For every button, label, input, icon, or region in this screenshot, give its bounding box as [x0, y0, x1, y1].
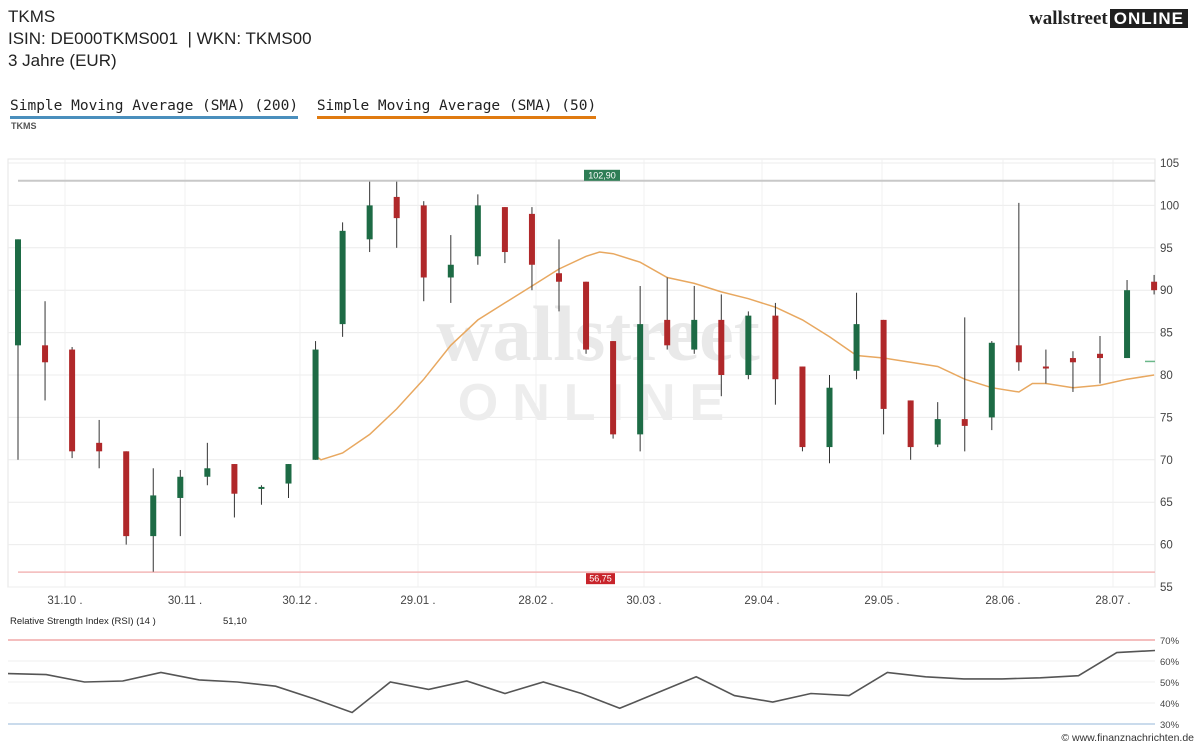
- price-y-tick: 75: [1160, 412, 1173, 424]
- period-label: 3 Jahre (EUR): [8, 51, 117, 70]
- candle-body: [96, 442, 103, 452]
- indicator-legend: Simple Moving Average (SMA) (200) Simple…: [10, 98, 606, 119]
- candle-body: [880, 319, 887, 409]
- x-tick-label: 30.11 .: [168, 595, 202, 607]
- candle-body: [150, 495, 157, 537]
- series-label: TKMS: [11, 121, 37, 131]
- candle-body: [1124, 290, 1131, 359]
- rsi-y-tick: 70%: [1160, 636, 1180, 647]
- candle-body: [934, 419, 941, 445]
- candle-body: [1015, 345, 1022, 363]
- candle-body: [745, 315, 752, 375]
- x-tick-label: 28.06 .: [985, 595, 1020, 607]
- title-block: TKMS ISIN: DE000TKMS001 | WKN: TKMS00 3 …: [8, 6, 312, 72]
- candle-body: [1042, 366, 1049, 369]
- candle-body: [366, 205, 373, 240]
- x-tick-label: 28.02 .: [518, 595, 553, 607]
- price-y-tick: 105: [1160, 158, 1179, 170]
- high-badge-label: 102,90: [588, 170, 616, 180]
- legend-sma200[interactable]: Simple Moving Average (SMA) (200): [10, 98, 299, 119]
- candle-body: [123, 451, 130, 537]
- candle-body: [772, 315, 779, 380]
- candle-body: [258, 486, 265, 489]
- candle-body: [528, 213, 535, 265]
- candle-body: [339, 230, 346, 325]
- candle-body: [664, 319, 671, 346]
- candle-body: [718, 319, 725, 375]
- price-y-tick: 55: [1160, 582, 1173, 594]
- rsi-line: [7, 649, 1156, 714]
- candle-body: [420, 205, 427, 278]
- candle-body: [312, 349, 319, 460]
- candle-body: [69, 349, 76, 452]
- high-badge: [584, 169, 620, 181]
- candle-body: [42, 345, 49, 363]
- candle-body: [447, 264, 454, 278]
- candle-body: [907, 400, 914, 448]
- candle-body: [204, 468, 211, 477]
- price-y-tick: 95: [1160, 243, 1173, 255]
- brand-logo: wallstreet ONLINE: [1029, 8, 1188, 30]
- sma50-line: [315, 251, 1155, 461]
- rsi-last-value: 51,10: [223, 616, 247, 627]
- candle-body: [961, 419, 968, 426]
- candle-body: [556, 273, 562, 282]
- watermark-wallstreet: wallstreet: [436, 290, 759, 377]
- price-y-tick: 65: [1160, 497, 1173, 509]
- isin-wkn: ISIN: DE000TKMS001 | WKN: TKMS00: [8, 29, 312, 48]
- candle-body: [853, 324, 860, 371]
- watermark-online: ONLINE: [458, 374, 738, 432]
- x-tick-label: 29.04 .: [744, 595, 779, 607]
- low-badge-label: 56,75: [589, 574, 612, 584]
- rsi-y-tick: 40%: [1160, 699, 1180, 710]
- candle-body: [988, 342, 995, 418]
- brand-logo-right: ONLINE: [1109, 9, 1188, 28]
- x-tick-label: 29.01 .: [400, 595, 435, 607]
- rsi-title: Relative Strength Index (RSI) (14 ): [10, 616, 156, 627]
- candle-body: [393, 196, 400, 219]
- candle-body: [637, 324, 644, 435]
- price-y-tick: 70: [1160, 455, 1173, 467]
- price-y-tick: 80: [1160, 370, 1173, 382]
- candle-body: [501, 207, 508, 253]
- candle-body: [231, 464, 238, 494]
- candle-body: [610, 341, 617, 435]
- x-tick-label: 31.10 .: [47, 595, 82, 607]
- rsi-y-tick: 50%: [1160, 678, 1180, 689]
- price-y-tick: 60: [1160, 540, 1173, 552]
- price-y-tick: 85: [1160, 328, 1173, 340]
- price-y-tick: 90: [1160, 285, 1173, 297]
- rsi-y-tick: 30%: [1160, 720, 1180, 731]
- x-tick-label: 30.12 .: [282, 595, 317, 607]
- candle-body: [285, 464, 292, 484]
- x-tick-label: 30.03 .: [626, 595, 661, 607]
- candle-body: [583, 281, 590, 350]
- source-footer: © www.finanznachrichten.de: [1061, 732, 1194, 744]
- candle-body: [799, 366, 806, 448]
- price-y-tick: 100: [1160, 200, 1179, 212]
- ticker-title: TKMS: [8, 7, 56, 26]
- x-tick-label: 29.05 .: [864, 595, 899, 607]
- legend-sma50[interactable]: Simple Moving Average (SMA) (50): [316, 98, 597, 119]
- candle-body: [1069, 358, 1076, 363]
- candle-body: [177, 476, 184, 498]
- rsi-y-tick: 60%: [1160, 657, 1180, 668]
- x-tick-label: 28.07 .: [1095, 595, 1130, 607]
- candle-body: [691, 319, 698, 350]
- candle-body: [15, 239, 21, 346]
- low-badge: [586, 573, 615, 585]
- candle-body: [1151, 281, 1158, 291]
- candle-body: [826, 387, 833, 448]
- candle-body: [474, 205, 481, 257]
- brand-logo-left: wallstreet: [1028, 8, 1108, 29]
- candle-body: [1097, 353, 1103, 359]
